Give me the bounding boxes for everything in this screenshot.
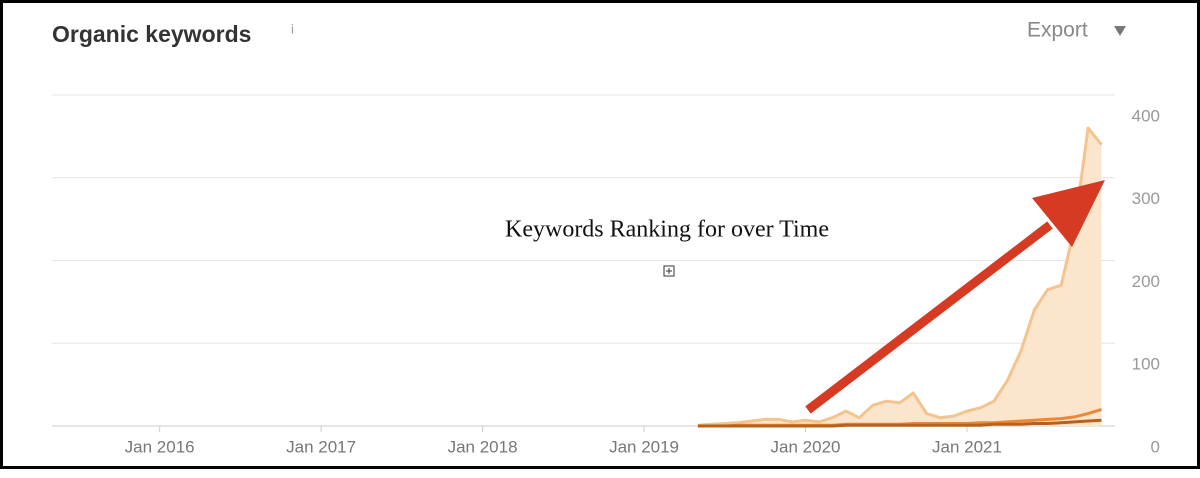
x-tick-label: Jan 2017 (286, 437, 356, 456)
x-tick-label: Jan 2021 (932, 437, 1002, 456)
y-tick-label: 300 (1132, 189, 1160, 208)
x-tick-label: Jan 2020 (771, 437, 841, 456)
y-tick-label: 100 (1132, 355, 1160, 374)
anchor-icon (663, 265, 675, 277)
x-tick-label: Jan 2019 (609, 437, 679, 456)
series-line (697, 418, 1102, 428)
x-tick-label: Jan 2016 (125, 437, 195, 456)
export-caret[interactable] (1114, 26, 1126, 36)
y-tick-label: 0 (1151, 437, 1160, 456)
arrow (805, 180, 1105, 414)
plot: 0 100 200 300 400 Jan 2016 Jan 2017 Jan 2018 Jan… (52, 94, 1160, 456)
area (697, 128, 1102, 426)
y-tick-label: 400 (1132, 106, 1160, 125)
series-line (697, 126, 1103, 427)
info-icon[interactable]: i (291, 21, 294, 36)
anchor-plus (666, 268, 672, 274)
arrow-head (1032, 180, 1105, 247)
arrow-shaft (805, 221, 1053, 414)
annotation: Keywords Ranking for over Time (505, 217, 829, 243)
x-tick-label: Jan 2018 (448, 437, 518, 456)
anchor-box (663, 265, 675, 277)
chart-title: Organic keywords (52, 21, 251, 47)
export-button[interactable]: Export (1027, 19, 1088, 42)
y-tick-label: 200 (1132, 272, 1160, 291)
